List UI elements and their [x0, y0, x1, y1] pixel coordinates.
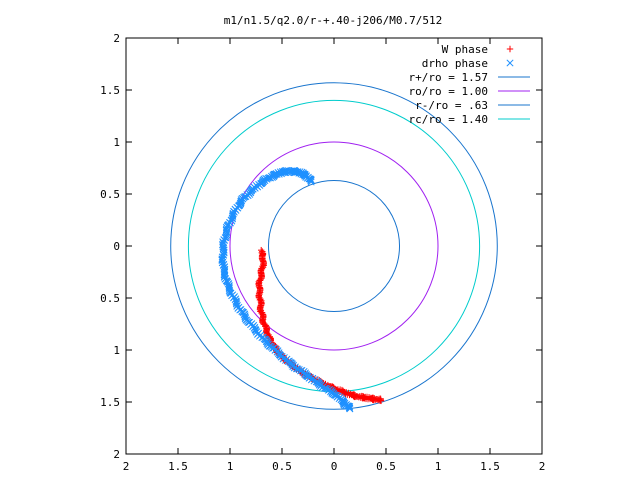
x-tick-label: 2: [539, 460, 546, 473]
data-point: [219, 258, 227, 266]
legend-label: r+/ro = 1.57: [409, 71, 488, 84]
data-point: [221, 272, 229, 280]
radius-circle: [267, 179, 401, 313]
data-point: [346, 404, 354, 412]
radius-circle: [170, 82, 498, 410]
data-point: [377, 396, 384, 404]
radius-circle: [187, 99, 481, 393]
data-point: [265, 342, 273, 350]
legend-label: drho phase: [422, 57, 488, 70]
x-tick-label: 2: [123, 460, 130, 473]
legend-item: drho phase: [422, 57, 514, 70]
x-tick-label: 1: [435, 460, 442, 473]
legend-label: r-/ro = .63: [415, 99, 488, 112]
y-tick-label: 2: [113, 448, 120, 461]
data-point: [346, 402, 354, 411]
phase-points: [218, 166, 385, 413]
x-tick-label: 0.5: [376, 460, 396, 473]
y-tick-label: 0.5: [100, 292, 120, 305]
legend-label: ro/ro = 1.00: [409, 85, 488, 98]
legend-item: r+/ro = 1.57: [409, 71, 530, 84]
y-tick-label: 1: [113, 136, 120, 149]
legend-label: W phase: [442, 43, 488, 56]
y-tick-label: 0: [113, 240, 120, 253]
legend-item: r-/ro = .63: [415, 99, 530, 112]
radius-circle: [229, 141, 439, 351]
data-point: [220, 271, 228, 279]
axis-ticks: 2 1.5 1 0.5 0 0.5 1 1.5 221.510.500.511.52: [100, 32, 545, 473]
y-tick-label: 1: [113, 344, 120, 357]
data-point: [274, 347, 282, 355]
x-tick-label: 1.5: [480, 460, 500, 473]
x-tick-label: 0.5: [272, 460, 292, 473]
data-point: [263, 338, 272, 346]
data-point: [228, 214, 236, 222]
data-point: [506, 59, 514, 67]
data-point: [292, 365, 301, 373]
y-tick-label: 1.5: [100, 84, 120, 97]
chart-title: m1/n1.5/q2.0/r-+.40-j206/M0.7/512: [224, 14, 443, 27]
y-tick-label: 2: [113, 32, 120, 45]
x-tick-label: 1.5: [168, 460, 188, 473]
legend-item: ro/ro = 1.00: [409, 85, 530, 98]
x-tick-label: 0: [331, 460, 338, 473]
legend-item: rc/ro = 1.40: [409, 113, 530, 126]
legend-item: W phase: [442, 43, 514, 56]
data-point: [233, 300, 241, 308]
radius-circles: [170, 82, 498, 410]
x-tick-label: 1: [227, 460, 234, 473]
data-point: [219, 250, 227, 258]
legend-label: rc/ro = 1.40: [409, 113, 488, 126]
data-point: [506, 45, 514, 53]
data-point: [297, 170, 305, 178]
data-point: [276, 168, 284, 176]
data-point: [220, 248, 228, 256]
y-tick-label: 1.5: [100, 396, 120, 409]
data-point: [241, 312, 249, 320]
y-tick-label: 0.5: [100, 188, 120, 201]
data-point: [250, 321, 258, 329]
